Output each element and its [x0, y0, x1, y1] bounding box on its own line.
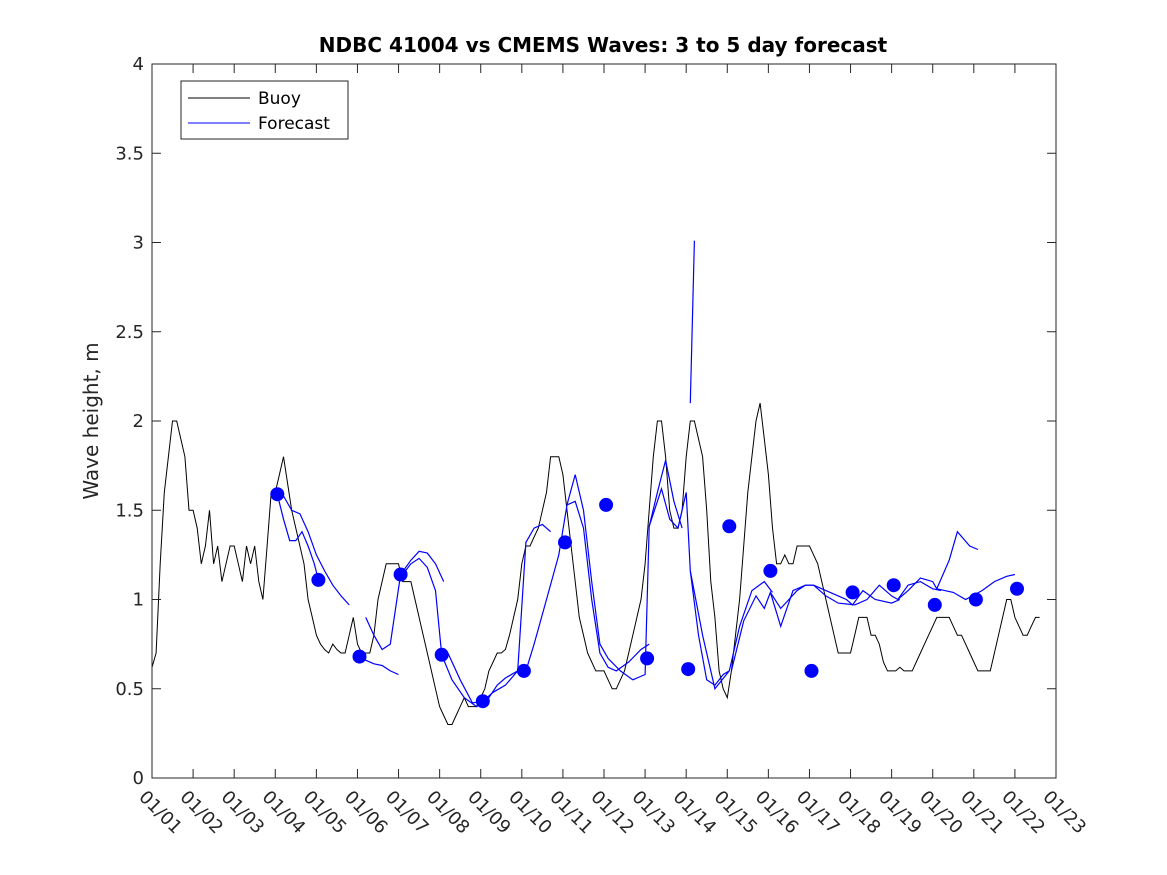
forecast-marker-12	[763, 563, 778, 578]
y-axis-label: Wave height, m	[79, 342, 103, 499]
forecast-marker-4	[434, 647, 449, 662]
series-line-forecast-14	[769, 584, 855, 610]
plot-series-group	[152, 240, 1040, 725]
y-tick-label-1: 0.5	[115, 679, 144, 700]
y-tick-label-4: 2	[133, 411, 144, 432]
forecast-marker-9	[640, 651, 655, 666]
y-tick-label-8: 4	[133, 54, 144, 75]
forecast-marker-5	[475, 694, 490, 709]
y-tick-label-0: 0	[133, 768, 144, 789]
legend: Buoy Forecast	[180, 80, 349, 140]
series-line-forecast-8	[566, 500, 650, 672]
series-line-forecast-6	[482, 523, 551, 702]
forecast-marker-2	[352, 649, 367, 664]
series-line-forecast-12	[689, 570, 773, 691]
y-tick-label-2: 1	[133, 590, 144, 611]
plot-area	[152, 240, 1040, 725]
forecast-marker-0	[270, 487, 285, 502]
forecast-marker-17	[968, 592, 983, 607]
legend-box	[180, 80, 349, 140]
y-tick-label-6: 3	[133, 233, 144, 254]
series-line-forecast-1	[282, 495, 350, 606]
forecast-marker-10	[681, 662, 696, 677]
forecast-marker-18	[1010, 581, 1024, 596]
forecast-marker-15	[886, 578, 901, 593]
y-tick-label-5: 2.5	[115, 322, 144, 343]
forecast-marker-13	[804, 663, 819, 678]
series-line-forecast-3	[365, 550, 445, 651]
y-tick-label-7: 3.5	[115, 143, 144, 164]
forecast-marker-11	[722, 519, 737, 534]
series-line-buoy	[152, 402, 1040, 725]
series-line-forecast-11	[689, 240, 695, 404]
forecast-marker-8	[599, 497, 614, 512]
chart-title: NDBC 41004 vs CMEMS Waves: 3 to 5 day fo…	[319, 33, 888, 57]
forecast-marker-14	[845, 585, 860, 600]
series-line-forecast-15	[813, 584, 901, 606]
y-tick-label-3: 1.5	[115, 500, 144, 521]
legend-label-buoy: Buoy	[258, 89, 301, 109]
forecast-marker-3	[393, 567, 408, 582]
series-line-forecast-18	[936, 573, 1016, 601]
forecast-marker-7	[558, 535, 572, 550]
forecast-marker-16	[927, 597, 942, 612]
forecast-marker-1	[311, 572, 326, 587]
forecast-marker-6	[516, 663, 531, 678]
legend-label-forecast: Forecast	[258, 114, 330, 134]
series-line-forecast-7	[525, 474, 609, 672]
series-line-forecast-0	[276, 494, 319, 581]
series-line-forecast-4	[402, 557, 486, 708]
